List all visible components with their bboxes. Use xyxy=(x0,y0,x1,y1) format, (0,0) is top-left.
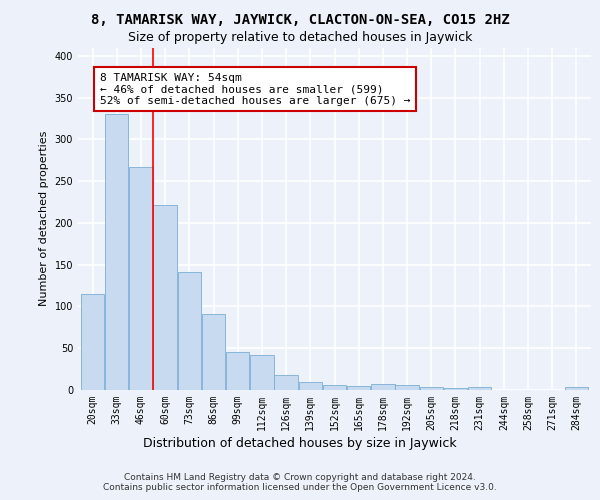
Bar xyxy=(323,385,346,390)
Bar xyxy=(565,386,588,390)
Bar xyxy=(178,272,201,390)
Bar xyxy=(81,294,104,390)
Text: 8, TAMARISK WAY, JAYWICK, CLACTON-ON-SEA, CO15 2HZ: 8, TAMARISK WAY, JAYWICK, CLACTON-ON-SEA… xyxy=(91,12,509,26)
Text: Distribution of detached houses by size in Jaywick: Distribution of detached houses by size … xyxy=(143,438,457,450)
Bar xyxy=(202,314,225,390)
Bar xyxy=(468,386,491,390)
Bar xyxy=(299,382,322,390)
Y-axis label: Number of detached properties: Number of detached properties xyxy=(39,131,49,306)
Bar xyxy=(154,204,177,390)
Bar xyxy=(395,385,419,390)
Text: 8 TAMARISK WAY: 54sqm
← 46% of detached houses are smaller (599)
52% of semi-det: 8 TAMARISK WAY: 54sqm ← 46% of detached … xyxy=(100,72,410,106)
Bar xyxy=(347,386,370,390)
Bar xyxy=(250,355,274,390)
Text: Size of property relative to detached houses in Jaywick: Size of property relative to detached ho… xyxy=(128,31,472,44)
Bar xyxy=(274,375,298,390)
Bar xyxy=(371,384,395,390)
Bar xyxy=(105,114,128,390)
Bar xyxy=(419,386,443,390)
Text: Contains HM Land Registry data © Crown copyright and database right 2024.
Contai: Contains HM Land Registry data © Crown c… xyxy=(103,472,497,492)
Bar xyxy=(226,352,250,390)
Bar xyxy=(444,388,467,390)
Bar xyxy=(129,167,152,390)
